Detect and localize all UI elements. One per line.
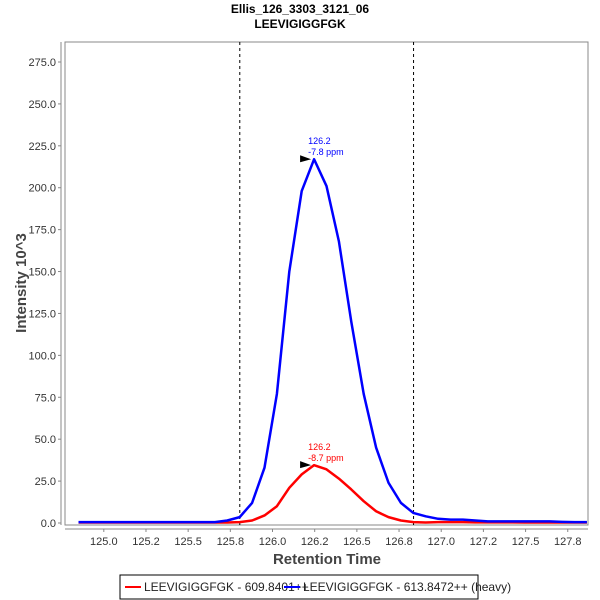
x-tick-label: 127.2 [470,536,498,548]
chart-title: Ellis_126_3303_3121_06 [231,2,369,16]
x-tick-label: 126.5 [343,536,371,548]
y-tick-label: 25.0 [35,476,56,488]
y-tick-label: 100.0 [28,350,56,362]
y-tick-label: 250.0 [28,99,56,111]
y-tick-label: 125.0 [28,308,56,320]
peak-ppm-label: -7.8 ppm [308,147,344,157]
y-tick-label: 50.0 [35,434,56,446]
peak-rt-label: 126.2 [308,442,331,452]
series-line-1 [78,157,587,524]
y-axis: 0.0 25.0 50.0 75.0 100.0 125.0 150.0 175.0 200.0… [28,42,62,530]
x-tick-label: 127.0 [427,536,455,548]
x-tick-label: 127.8 [554,536,582,548]
peak-marker-icon [300,461,312,469]
x-axis-label: Retention Time [273,551,381,568]
x-tick-label: 126.2 [301,536,329,548]
x-tick-label: 125.5 [174,536,202,548]
legend-label-heavy: LEEVIGIGGFGK - 613.8472++ (heavy) [303,580,511,594]
peak-marker-icon [300,155,312,163]
x-tick-label: 125.2 [132,536,160,548]
y-tick-label: 275.0 [28,57,56,69]
chart-subtitle: LEEVIGIGGFGK [254,17,346,31]
x-axis: 125.0 125.2 125.5 125.8 126.0 126.2 126.5 126.8… [65,528,588,548]
y-tick-label: 225.0 [28,141,56,153]
legend-label-light: LEEVIGIGGFGK - 609.8401++ [144,580,309,594]
y-tick-label: 75.0 [35,392,56,404]
integration-bounds [239,42,415,525]
x-tick-label: 126.0 [259,536,287,548]
y-tick-label: 200.0 [28,183,56,195]
peak-ppm-label: -8.7 ppm [308,453,344,463]
legend: LEEVIGIGGFGK - 609.8401++ LEEVIGIGGFGK -… [119,574,511,600]
x-tick-label: 126.8 [385,536,413,548]
y-tick-label: 0.0 [41,518,56,530]
y-tick-label: 175.0 [28,225,56,237]
x-tick-label: 125.0 [90,536,118,548]
y-axis-label: Intensity 10^3 [13,233,30,333]
x-tick-label: 125.8 [217,536,245,548]
peak-rt-label: 126.2 [308,136,331,146]
y-tick-label: 150.0 [28,267,56,279]
x-tick-label: 127.5 [512,536,540,548]
plot-area [64,41,589,526]
